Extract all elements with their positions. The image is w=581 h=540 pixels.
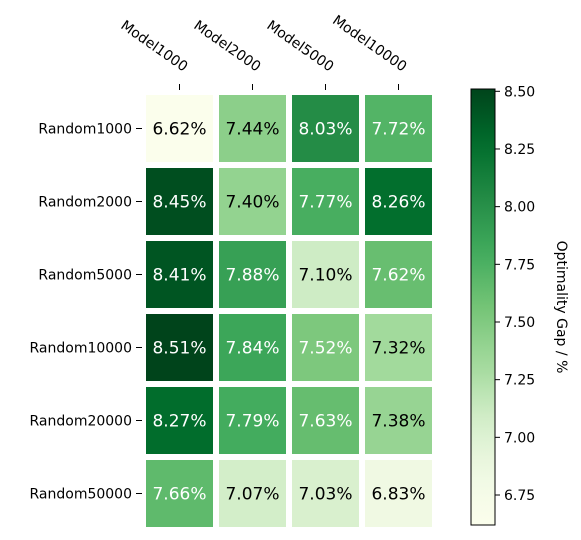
heatmap-cell-r1-c3 bbox=[292, 95, 359, 162]
colorbar-tick-label: 7.50 bbox=[504, 315, 535, 331]
heatmap-cell-r2-c2 bbox=[219, 168, 286, 235]
heatmap-cell-r4-c2 bbox=[219, 314, 286, 381]
heatmap-cell-r1-c2 bbox=[219, 95, 286, 162]
row-label-random1000: Random1000 bbox=[38, 122, 132, 138]
colorbar-gradient bbox=[470, 88, 496, 526]
column-label-model5000: Model5000 bbox=[264, 18, 337, 76]
cell-value-label-r1-c2: 7.44% bbox=[225, 120, 279, 140]
cell-value-label-r2-c1: 8.45% bbox=[152, 193, 206, 213]
cell-value-label-r3-c3: 7.10% bbox=[298, 266, 352, 286]
colorbar-title: Optimality Gap / % bbox=[553, 241, 569, 374]
column-label-model2000: Model2000 bbox=[191, 18, 264, 76]
cell-value-label-r5-c1: 8.27% bbox=[152, 412, 206, 432]
heatmap-cell-r3-c4 bbox=[365, 241, 432, 308]
cell-value-label-r6-c4: 6.83% bbox=[371, 485, 425, 505]
colorbar-tick-label: 7.25 bbox=[504, 373, 535, 389]
heatmap-cell-r4-c4 bbox=[365, 314, 432, 381]
heatmap-cell-r5-c3 bbox=[292, 387, 359, 454]
cell-value-label-r5-c4: 7.38% bbox=[371, 412, 425, 432]
heatmap-cell-r5-c1 bbox=[146, 387, 213, 454]
cell-value-label-r5-c3: 7.63% bbox=[298, 412, 352, 432]
heatmap-cell-r6-c1 bbox=[146, 460, 213, 527]
cell-value-label-r4-c4: 7.32% bbox=[371, 339, 425, 359]
cell-value-label-r4-c3: 7.52% bbox=[298, 339, 352, 359]
heatmap-cell-r6-c4 bbox=[365, 460, 432, 527]
heatmap-cell-r1-c4 bbox=[365, 95, 432, 162]
colorbar-tick-label: 7.75 bbox=[504, 257, 535, 273]
row-labels: Random1000 Random2000 Random5000 Random1000… bbox=[30, 122, 142, 503]
cell-value-label-r3-c4: 7.62% bbox=[371, 266, 425, 286]
cell-value-label-r3-c2: 7.88% bbox=[225, 266, 279, 286]
row-label-random20000: Random20000 bbox=[30, 414, 133, 430]
cell-value-label-r2-c2: 7.40% bbox=[225, 193, 279, 213]
cell-value-label-r1-c4: 7.72% bbox=[371, 120, 425, 140]
cell-value-label-r4-c1: 8.51% bbox=[152, 339, 206, 359]
heatmap-cell-r3-c2 bbox=[219, 241, 286, 308]
colorbar-tick-label: 6.75 bbox=[504, 488, 535, 504]
row-label-random10000: Random10000 bbox=[30, 341, 133, 357]
heatmap-cell-r2-c3 bbox=[292, 168, 359, 235]
row-label-random2000: Random2000 bbox=[38, 195, 132, 211]
cell-value-label-r6-c1: 7.66% bbox=[152, 485, 206, 505]
cell-value-label-r6-c3: 7.03% bbox=[298, 485, 352, 505]
column-label-model1000: Model1000 bbox=[118, 18, 191, 76]
heatmap-cell-r5-c2 bbox=[219, 387, 286, 454]
heatmap-cell-r4-c1 bbox=[146, 314, 213, 381]
heatmap-cell-r2-c1 bbox=[146, 168, 213, 235]
row-label-random5000: Random5000 bbox=[38, 268, 132, 284]
cell-value-label-r2-c4: 8.26% bbox=[371, 193, 425, 213]
colorbar-tick-label: 8.25 bbox=[504, 142, 535, 158]
cell-value-label-r4-c2: 7.84% bbox=[225, 339, 279, 359]
colorbar-tick-label: 8.50 bbox=[504, 84, 535, 100]
cell-value-label-r6-c2: 7.07% bbox=[225, 485, 279, 505]
heatmap-cell-r3-c1 bbox=[146, 241, 213, 308]
heatmap-cell-r6-c3 bbox=[292, 460, 359, 527]
heatmap-cells: 6.62% 7.44% 8.03% 7.72% 8.45% 7.40% 7.77% 8.26%… bbox=[146, 95, 432, 527]
heatmap-cell-r6-c2 bbox=[219, 460, 286, 527]
cell-value-label-r5-c2: 7.79% bbox=[225, 412, 279, 432]
cell-value-label-r2-c3: 7.77% bbox=[298, 193, 352, 213]
colorbar-tick-label: 7.00 bbox=[504, 430, 535, 446]
cell-value-label-r3-c1: 8.41% bbox=[152, 266, 206, 286]
heatmap-cell-r2-c4 bbox=[365, 168, 432, 235]
heatmap-cell-r4-c3 bbox=[292, 314, 359, 381]
row-label-random50000: Random50000 bbox=[30, 487, 133, 503]
cell-value-label-r1-c3: 8.03% bbox=[298, 120, 352, 140]
colorbar-tick-label: 8.00 bbox=[504, 200, 535, 216]
column-label-model10000: Model10000 bbox=[329, 13, 409, 76]
cell-value-label-r1-c1: 6.62% bbox=[152, 120, 206, 140]
heatmap-cell-r3-c3 bbox=[292, 241, 359, 308]
heatmap-cell-r5-c4 bbox=[365, 387, 432, 454]
colorbar: 6.75 7.00 7.25 7.50 7.75 8.00 8.25 8.50 bbox=[470, 84, 535, 526]
heatmap-cell-r1-c1 bbox=[146, 95, 213, 162]
